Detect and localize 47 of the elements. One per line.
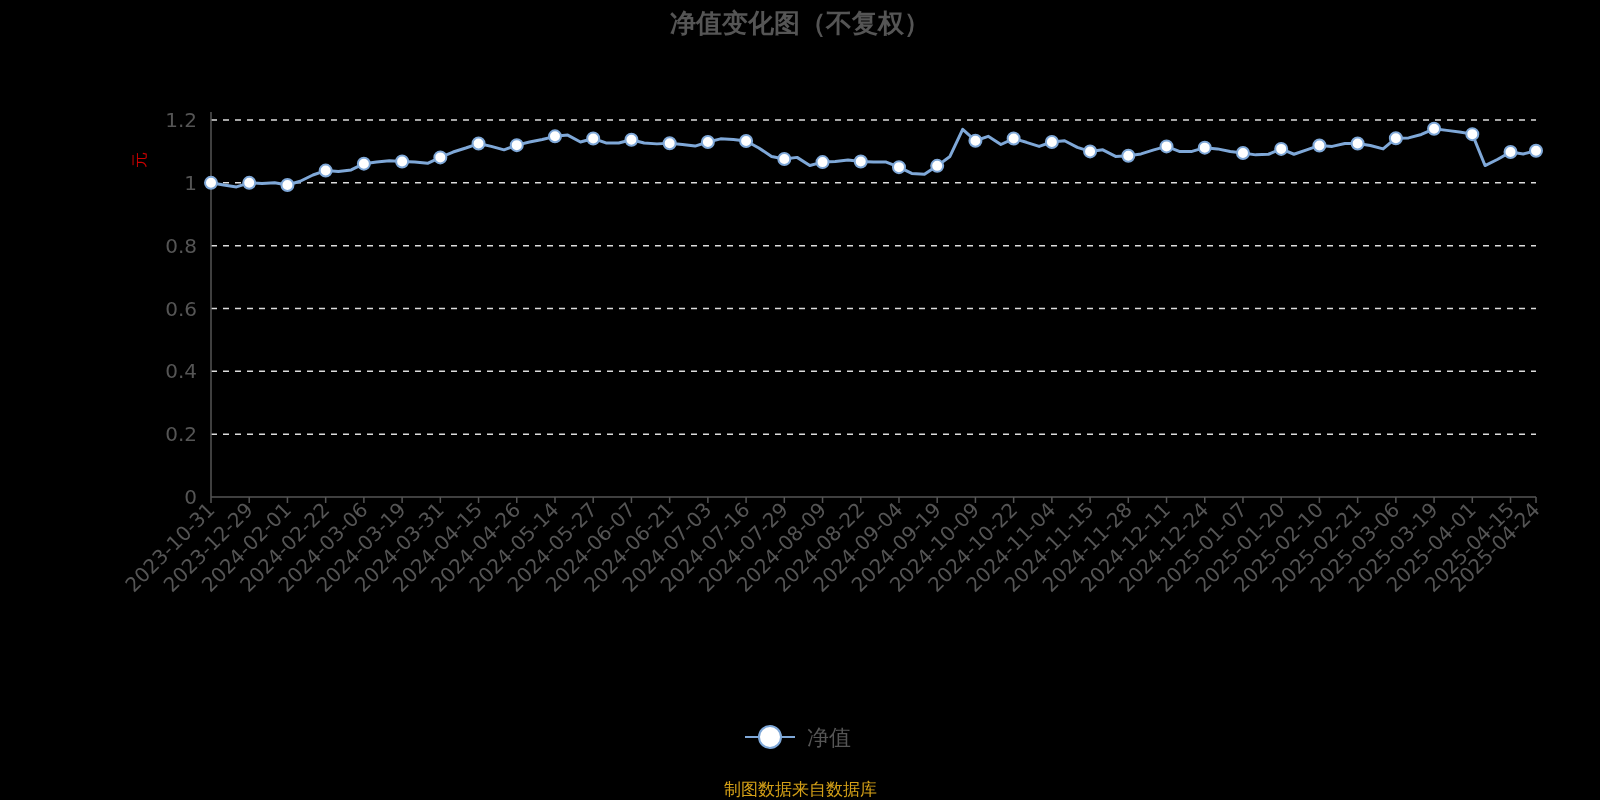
point [1427,121,1442,136]
point [1350,136,1365,151]
point [700,134,715,149]
point [1044,134,1059,149]
point [1159,139,1174,154]
y-tick-label: 1 [184,170,197,195]
point [624,132,639,147]
text: 制图数据来自数据库 [723,779,877,799]
point [204,175,218,190]
point [471,136,486,151]
point [1006,131,1021,146]
point [853,154,868,169]
point [1197,140,1212,155]
point [509,138,524,153]
point [777,151,792,166]
y-tick-label: 1.2 [165,108,197,132]
point [356,156,371,171]
point [815,155,830,170]
point [1529,143,1543,158]
y-tick-label: 0.8 [165,233,197,258]
point [739,134,754,149]
point [968,133,983,148]
y-tick-label: 0.4 [165,359,197,384]
point [662,136,677,151]
point [930,158,945,173]
chart-title: 净值变化图（不复权） [670,8,930,38]
point [1388,131,1403,146]
point [1083,144,1098,159]
point [1235,145,1250,160]
point [242,175,257,190]
point [586,131,601,146]
y-tick-label: 0.2 [165,422,197,447]
legend-label: 净值 [807,725,851,750]
point [433,150,448,165]
point [1465,127,1480,142]
point [1503,145,1518,160]
point [547,129,562,144]
point [1312,138,1327,153]
point [280,178,295,193]
point [891,160,906,175]
point [1121,148,1136,163]
point [318,163,333,178]
y-tick-label: 0.6 [165,296,197,321]
point [1274,141,1289,156]
y-axis-title: 元 [130,152,149,168]
point [395,154,410,169]
y-tick-label: 0 [184,485,197,509]
